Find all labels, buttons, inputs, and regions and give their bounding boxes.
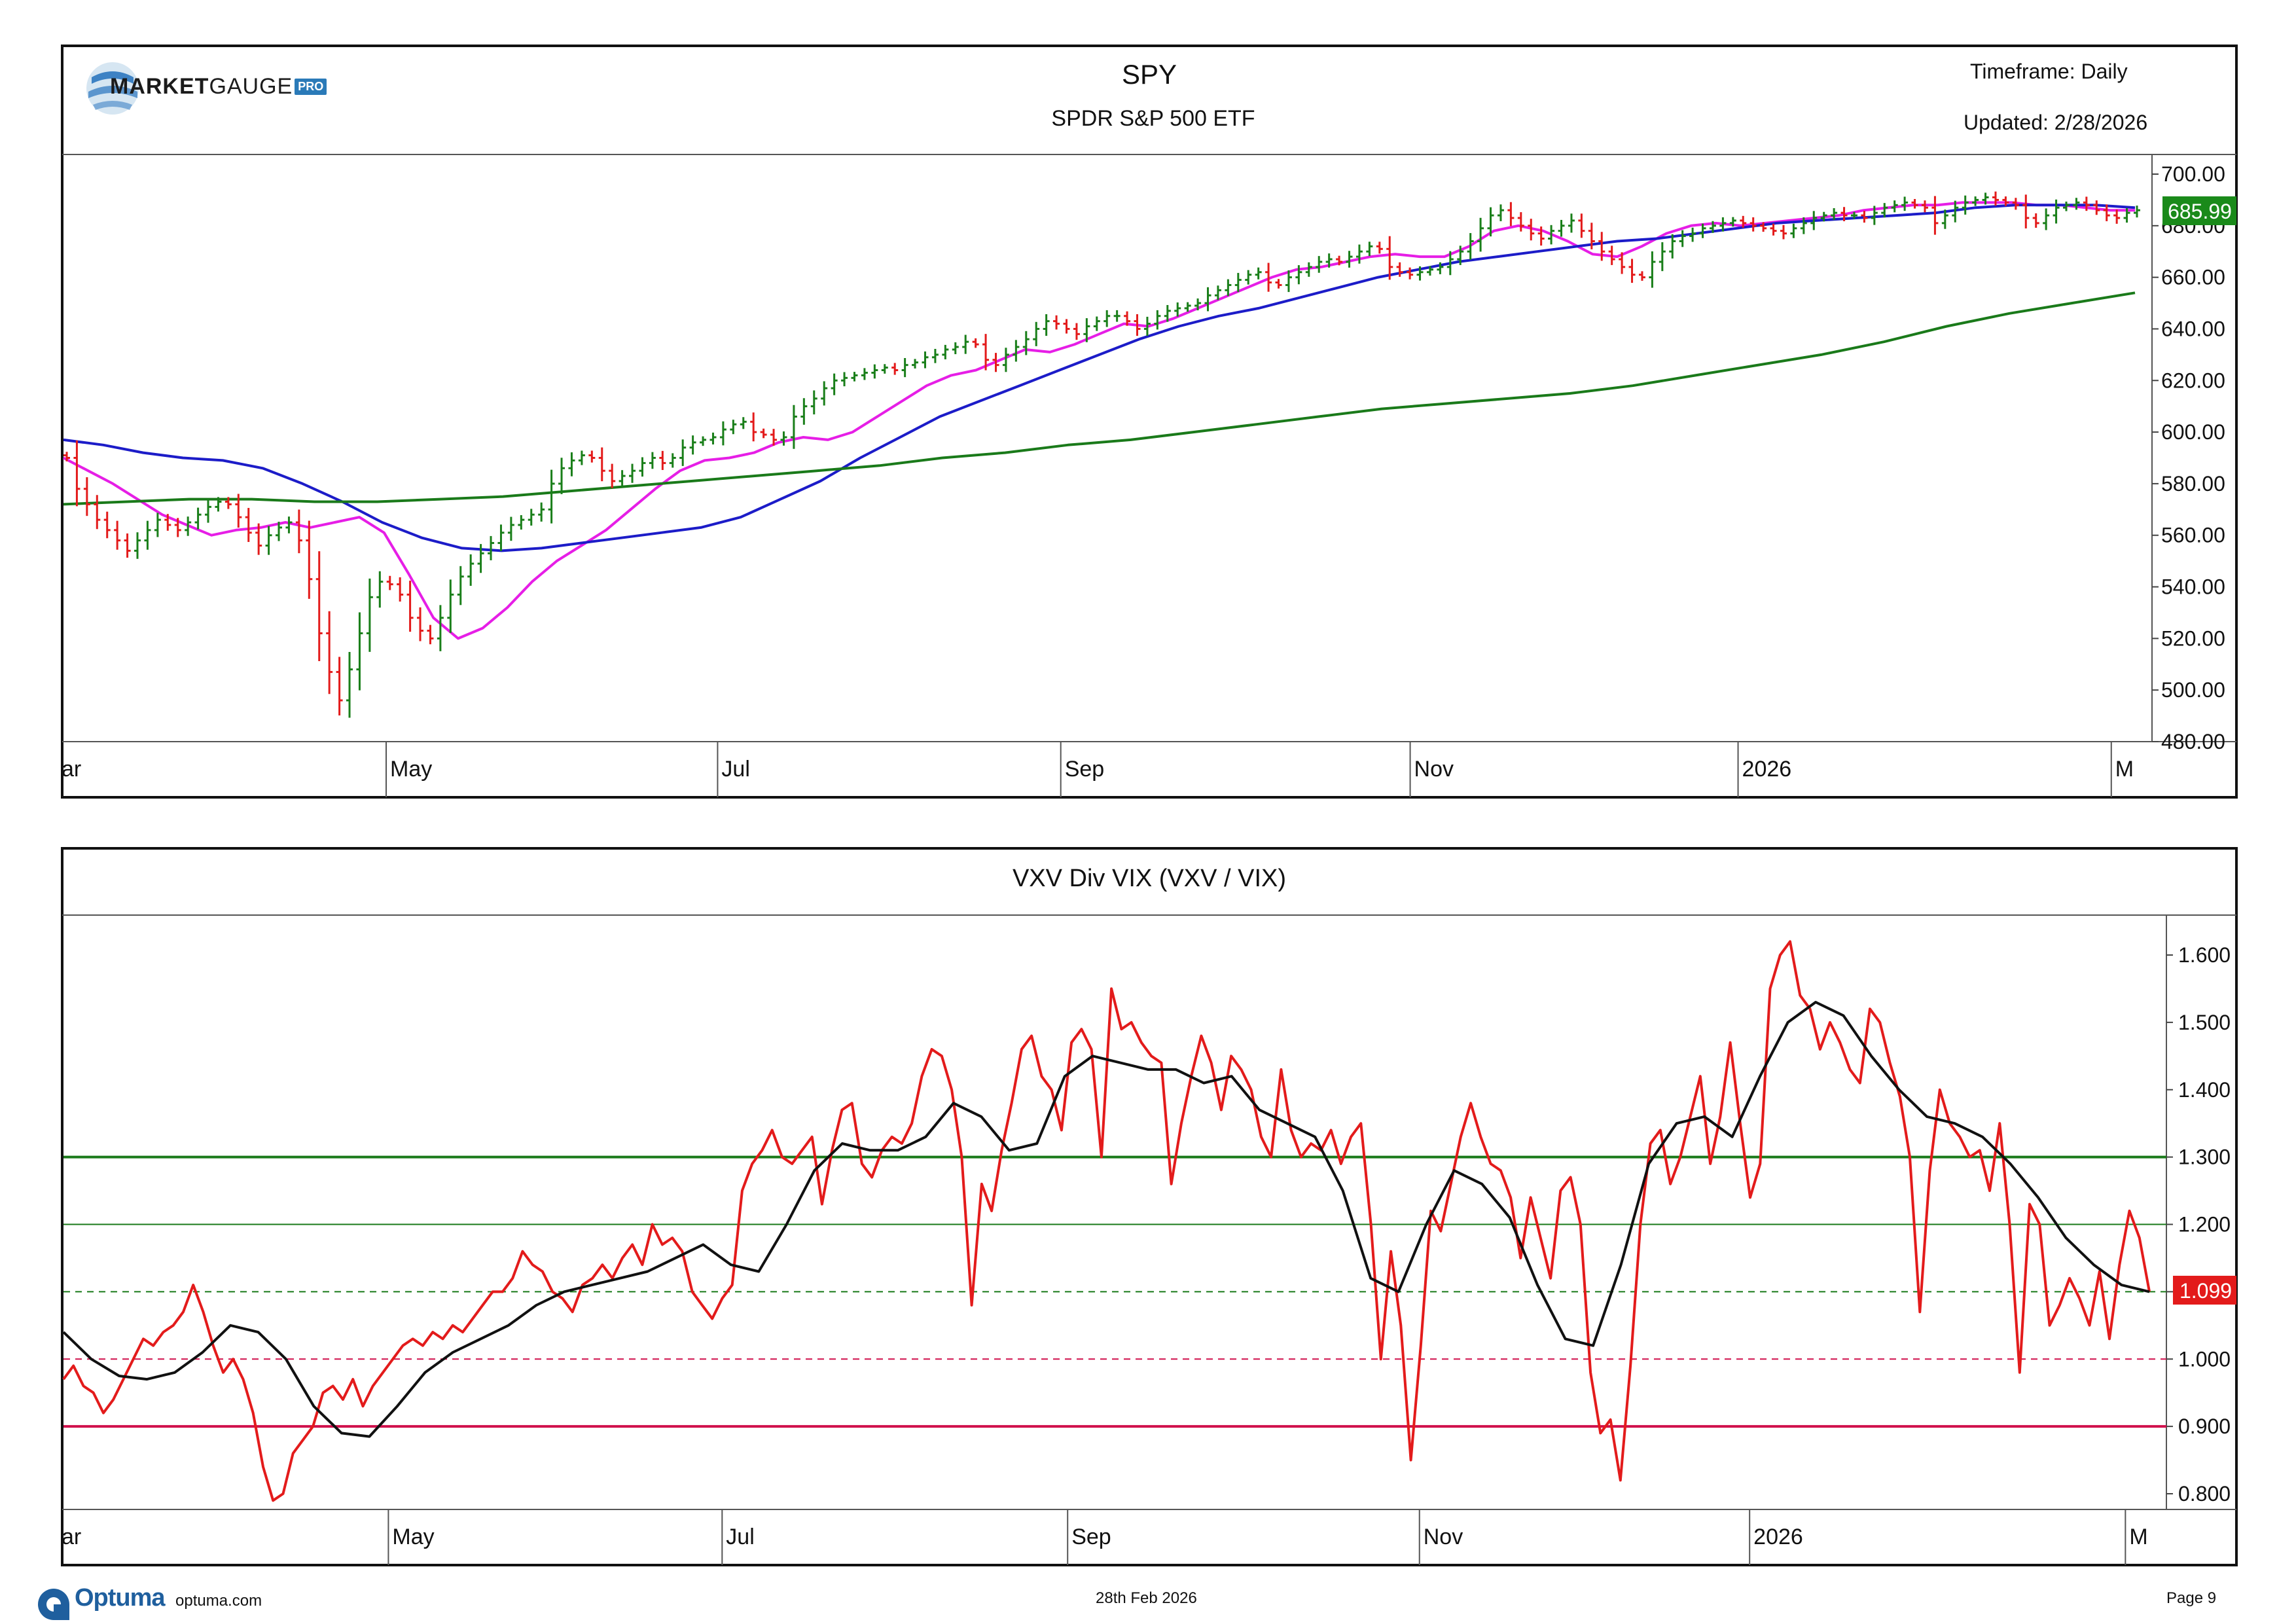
ratio-x-tick-label: May: [392, 1525, 434, 1549]
ma-mid-line: [63, 204, 2136, 552]
ratio-last-value-badge: [2173, 1276, 2236, 1305]
ma-short-line: [63, 201, 2135, 640]
price-x-tick-label: 2026: [1742, 757, 1792, 782]
timeframe-label: Timeframe: Daily: [1970, 60, 2128, 83]
price-last-value-badge: [2162, 196, 2236, 225]
price-panel-frame: [61, 45, 2238, 799]
ratio-y-tick-label: 1.400: [2178, 1078, 2231, 1102]
price-y-tick-label: 540.00: [2161, 575, 2225, 599]
logo-bold-text: MARKET: [110, 73, 209, 99]
footer-brand: Optuma: [75, 1584, 166, 1612]
price-subtitle: SPDR S&P 500 ETF: [1051, 106, 1255, 131]
ratio-title: VXV Div VIX (VXV / VIX): [1013, 865, 1286, 892]
price-y-tick-label: 700.00: [2161, 162, 2225, 186]
ratio-y-tick-label: 1.300: [2178, 1146, 2231, 1169]
footer-site: optuma.com: [175, 1592, 262, 1610]
price-y-tick-label: 500.00: [2161, 678, 2225, 702]
ratio-x-tick-label: Jul: [726, 1525, 754, 1549]
price-ohlc-bars: [63, 191, 2140, 718]
ratio-y-tick-label: 1.200: [2178, 1213, 2231, 1236]
ratio-y-tick-label: 1.600: [2178, 943, 2231, 967]
price-y-tick-label: 580.00: [2161, 472, 2225, 496]
price-x-tick-label: Jul: [721, 757, 749, 782]
ratio-x-tick-label: M: [2129, 1525, 2147, 1549]
price-ticks: 700.00680.00660.00640.00620.00600.00580.…: [2152, 162, 2225, 753]
logo-light-text: GAUGE: [209, 73, 293, 99]
ratio-y-tick-label: 1.500: [2178, 1011, 2231, 1034]
ratio-ma-line: [62, 1001, 2150, 1438]
ratio-x-tick-label: 2026: [1753, 1525, 1803, 1549]
ratio-x-tick-label: Sep: [1071, 1525, 1111, 1549]
updated-label: Updated: 2/28/2026: [1964, 111, 2147, 134]
footer-date: 28th Feb 2026: [1096, 1589, 1197, 1607]
ratio-x-tick-label: ar: [62, 1525, 81, 1549]
price-x-tick-label: May: [390, 757, 432, 782]
ratio-series: [62, 940, 2151, 1502]
price-x-tick-label: Nov: [1414, 757, 1454, 782]
price-x-axis-ticks: ar May Jul Sep Nov 2026 M: [62, 742, 2134, 797]
price-y-tick-label: 640.00: [2161, 317, 2225, 340]
marketgauge-globe-icon: [86, 62, 139, 115]
price-y-tick-label: 560.00: [2161, 524, 2225, 547]
price-y-tick-label: 620.00: [2161, 369, 2225, 392]
ratio-y-tick-label: 0.800: [2178, 1482, 2231, 1506]
price-x-tick-label: M: [2115, 757, 2134, 782]
ratio-y-tick-label: 0.900: [2178, 1415, 2231, 1438]
price-title: SPY: [1122, 59, 1177, 90]
logo-pro-badge: PRO: [295, 78, 327, 95]
marketgauge-logo: MARKETGAUGE PRO: [77, 54, 327, 119]
ratio-last-value-label: 1.099: [2179, 1279, 2232, 1303]
ratio-panel-frame: [61, 847, 2238, 1566]
ratio-level-lines: [63, 1155, 2166, 1428]
ma-long-line: [63, 291, 2136, 506]
ratio-line: [62, 940, 2151, 1502]
price-y-tick-label: 520.00: [2161, 626, 2225, 650]
ratio-x-axis-ticks: ar May Jul Sep Nov 2026 M: [62, 1509, 2148, 1565]
price-moving-averages: [63, 201, 2136, 640]
ratio-y-tick-label: 1.000: [2178, 1347, 2231, 1371]
price-x-tick-label: Sep: [1065, 757, 1105, 782]
price-x-tick-label: ar: [62, 757, 81, 782]
price-y-tick-label: 660.00: [2161, 266, 2225, 289]
footer-page: Page 9: [2166, 1589, 2217, 1607]
price-last-value-label: 685.99: [2168, 200, 2232, 223]
ratio-x-tick-label: Nov: [1424, 1525, 1463, 1549]
optuma-logo-icon: [38, 1589, 69, 1620]
price-y-tick-label: 600.00: [2161, 420, 2225, 444]
price-y-tick-label: 480.00: [2161, 730, 2225, 753]
